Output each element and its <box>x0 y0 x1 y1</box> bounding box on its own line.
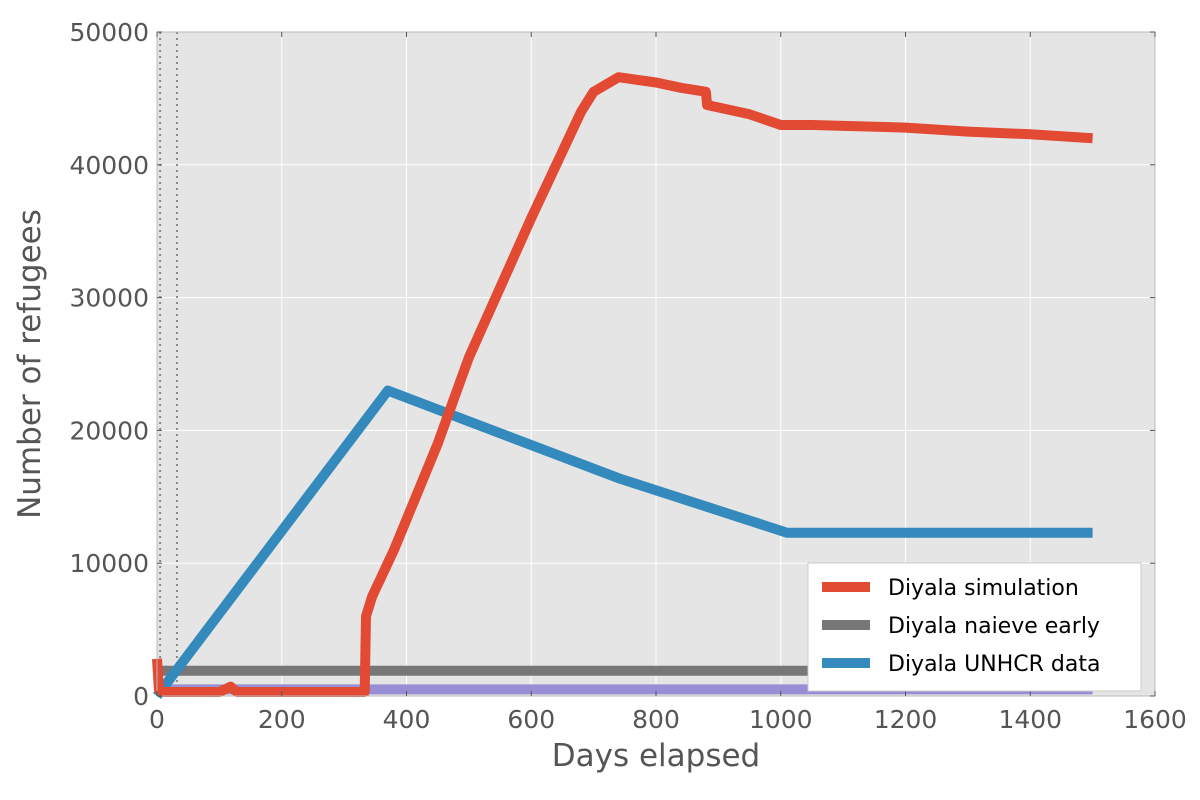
y-axis-label: Number of refugees <box>12 209 48 519</box>
legend: Diyala simulation Diyala naieve early Diya… <box>807 562 1142 692</box>
y-tick-label-2: 20000 <box>69 416 149 445</box>
x-tick-label-5: 1000 <box>749 705 813 734</box>
x-tick-label-4: 800 <box>632 705 680 734</box>
legend-label-1: Diyala naieve early <box>888 614 1100 639</box>
x-tick-label-8: 1600 <box>1123 705 1187 734</box>
x-tick-label-2: 400 <box>383 705 431 734</box>
x-tick-label-0: 0 <box>149 705 165 734</box>
y-tick-label-4: 40000 <box>69 151 149 180</box>
x-tick-label-6: 1200 <box>874 705 938 734</box>
y-tick-label-1: 10000 <box>69 549 149 578</box>
series-line-2 <box>153 385 1093 700</box>
series-line-0 <box>152 72 1093 697</box>
y-tick-label-5: 50000 <box>69 18 149 47</box>
x-tick-label-3: 600 <box>507 705 555 734</box>
axis-ticks: 0 200 400 600 800 1000 1200 1400 1600 0 10000 20000… <box>69 18 1186 734</box>
reference-lines <box>159 32 178 696</box>
x-axis-label: Days elapsed <box>552 738 760 774</box>
x-tick-label-1: 200 <box>258 705 306 734</box>
legend-label-2: Diyala UNHCR data <box>888 652 1100 677</box>
legend-label-0: Diyala simulation <box>888 576 1079 601</box>
y-tick-label-3: 30000 <box>69 284 149 313</box>
x-tick-label-7: 1400 <box>998 705 1062 734</box>
y-tick-label-0: 0 <box>133 682 149 711</box>
